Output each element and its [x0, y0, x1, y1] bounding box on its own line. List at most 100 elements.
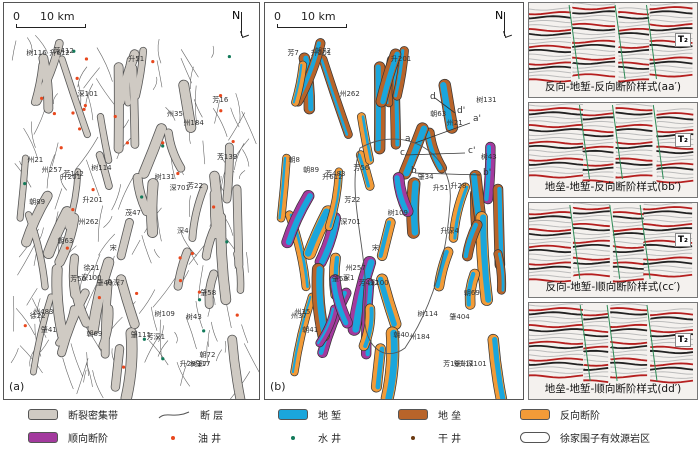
seismic-fault	[614, 4, 626, 80]
seismic-section-aa: T₂ 反向-地堑-反向断阶样式(aa′)	[528, 2, 698, 98]
well-marker	[23, 324, 27, 328]
reflector	[529, 370, 694, 379]
reflector	[529, 357, 694, 367]
legend-item-graben: 地 堑	[278, 407, 341, 422]
fracture-zone	[223, 143, 233, 203]
reflector	[529, 227, 693, 237]
well-marker	[225, 240, 229, 244]
fracture-zone	[133, 47, 147, 99]
well-label: 州35	[167, 110, 183, 119]
reflector	[529, 3, 693, 11]
scale-zero: 0	[274, 10, 281, 23]
scale-distance: 10 km	[40, 10, 75, 23]
well-marker	[202, 329, 206, 333]
seismic-fault	[568, 4, 580, 80]
fault-line	[33, 252, 37, 266]
fault-line	[180, 49, 199, 78]
structural-zone	[355, 150, 375, 191]
well-marker	[212, 205, 216, 209]
fault-line	[148, 340, 169, 366]
well-label: 朝8	[288, 156, 300, 165]
well-label: 朝89	[303, 166, 320, 175]
fault-line	[189, 66, 194, 90]
reflector	[529, 340, 693, 350]
well-label: 肇58	[200, 288, 217, 297]
fault-density-map	[10, 34, 259, 399]
well-label: 宋	[109, 243, 117, 252]
well-label: 朝69	[86, 330, 103, 339]
section-line	[404, 152, 466, 156]
fracture-zone	[52, 264, 68, 341]
well-marker	[190, 251, 195, 256]
structural-zone	[376, 217, 396, 261]
reflector	[529, 69, 693, 78]
structural-zone	[315, 304, 339, 348]
well-label: 芳7	[287, 49, 299, 57]
fault-line	[75, 136, 99, 170]
well-label: 徐21	[83, 263, 100, 272]
reflector	[529, 332, 694, 342]
fault-line	[228, 112, 246, 141]
fracture-zone	[43, 206, 72, 259]
fracture-zone	[164, 129, 185, 172]
oil-well-icon	[171, 435, 175, 440]
reflector	[529, 132, 694, 142]
well-label: 芳139	[216, 153, 238, 162]
well-marker	[231, 139, 235, 144]
fracture-zone	[116, 50, 139, 106]
fault-line	[202, 140, 206, 165]
seismic-fault	[569, 204, 581, 280]
fault-line	[111, 184, 122, 211]
fault-line	[95, 78, 116, 106]
well-marker	[178, 256, 182, 260]
fault-line	[150, 306, 158, 331]
map-panel-a: 0 10 km N 宋升201 升612 深4 肇7 深101 升深7 州262 深100 深7…	[3, 2, 260, 400]
section-mark: a	[405, 134, 411, 144]
fault-line	[144, 336, 159, 363]
fault-line	[70, 343, 83, 377]
fault-line	[117, 176, 134, 210]
reflector	[529, 144, 694, 155]
seismic-fault	[645, 4, 657, 80]
reflector	[529, 320, 694, 329]
structural-zone	[276, 153, 291, 223]
well-label: 树116	[26, 49, 47, 57]
well-marker	[197, 290, 202, 294]
fracture-zone	[228, 335, 245, 399]
horizon-tag: T₂	[674, 133, 691, 147]
seismic-fault	[646, 304, 658, 382]
well-label: 芳16	[212, 96, 229, 105]
fault-line	[29, 350, 35, 367]
structural-zone	[448, 182, 470, 243]
fault-line	[207, 329, 210, 347]
reflector	[529, 115, 694, 125]
fracture-zone	[117, 218, 134, 260]
fracture-zone	[116, 275, 139, 329]
reflector	[529, 252, 693, 262]
fault-line	[241, 324, 249, 344]
well-label: 树43	[185, 312, 202, 321]
fracture-zone	[174, 248, 191, 290]
well-marker	[83, 103, 87, 108]
well-marker	[71, 111, 75, 115]
map-panel-b: 0 10 km N 宋升612 升201 升深4 升深101 州262 深100 深701 深…	[264, 2, 524, 400]
section-mark: a'	[473, 114, 481, 124]
well-label: 深100	[81, 273, 102, 282]
fracture-zone	[55, 213, 79, 267]
map-legend: 断裂密集带 断 层 地 堑 地 垒 反向断阶 顺向断阶 油 井 水 井 干 井 …	[0, 403, 700, 450]
reflector	[529, 153, 694, 163]
fault-line	[216, 349, 223, 362]
well-label: 肇111	[453, 360, 474, 369]
well-marker	[82, 107, 86, 111]
reflector	[529, 323, 694, 334]
well-label: 州37	[290, 312, 307, 321]
well-marker	[78, 127, 82, 131]
dry-well-icon	[411, 435, 415, 440]
seismic-fault	[652, 104, 664, 180]
fault-line	[152, 276, 177, 308]
well-label: 树131	[476, 96, 497, 105]
fault-line	[10, 348, 19, 364]
fault-line	[23, 127, 38, 159]
well-label: 州21	[27, 156, 44, 165]
fault-line	[103, 216, 113, 228]
